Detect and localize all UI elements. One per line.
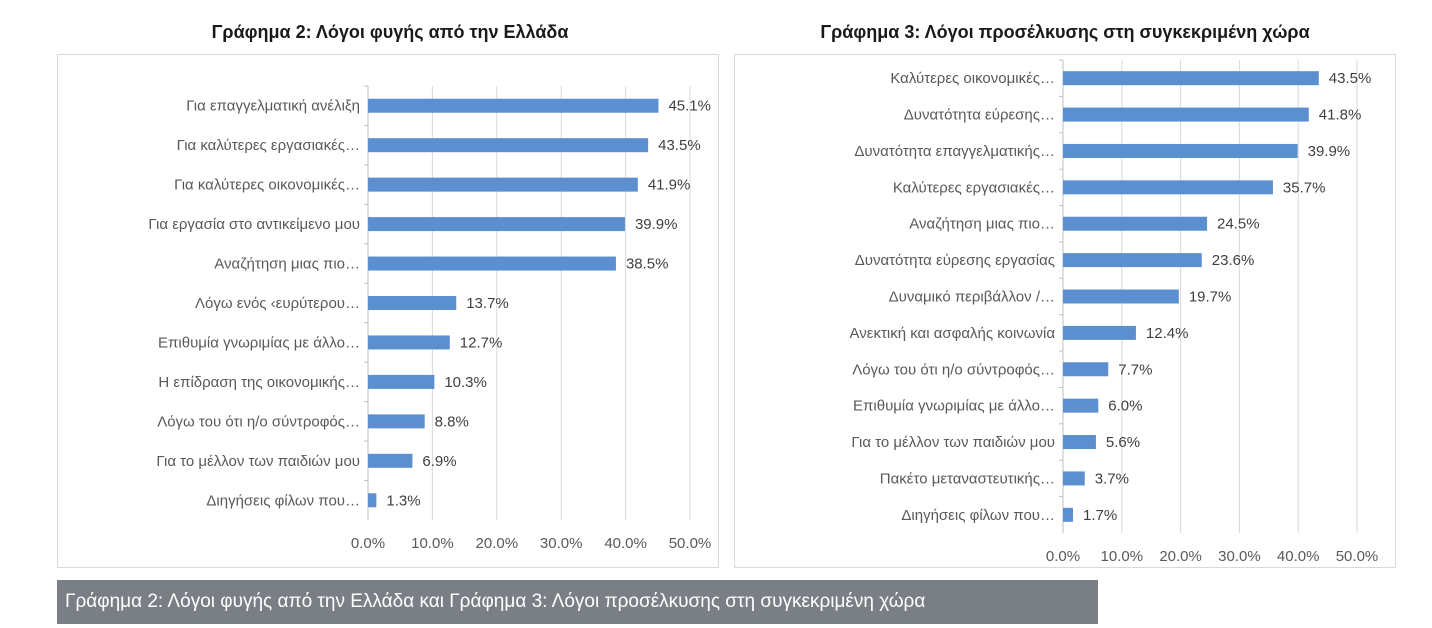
chart-2-bar [368,453,413,468]
chart-3-value-label: 7.7% [1118,361,1152,378]
chart-3-bar [1063,325,1136,340]
chart-2-category-label: Η επίδραση της οικονομικής… [158,374,360,391]
chart-3-x-tick-label: 10.0% [1101,548,1144,565]
chart-3-category-label: Δυνατότητα επαγγελματικής… [854,143,1055,160]
chart-2-category-label: Αναζήτηση μιας πιο… [214,256,360,273]
chart-2-category-label: Για το μέλλον των παιδιών μου [156,453,360,470]
chart-3-bar [1063,362,1109,377]
chart-2-bar [368,98,659,113]
chart-2-category-label: Λόγω ενός ‹ευρύτερου… [195,295,360,312]
chart-3-bar [1063,435,1096,450]
chart-3-bar [1063,507,1073,522]
chart-3-category-label: Καλύτερες οικονομικές… [890,70,1055,87]
chart-3-value-label: 43.5% [1329,70,1372,87]
chart-2-category-label: Για καλύτερες εργασιακές… [177,137,360,154]
chart-2-bar [368,296,457,310]
chart-3-value-label: 19.7% [1189,289,1232,306]
chart-2-bar [368,335,450,350]
chart-3-value-label: 24.5% [1217,216,1260,233]
chart-3-bar [1063,471,1085,486]
chart-3-category-label: Δυνατότητα εύρεσης εργασίας [855,252,1055,269]
chart-3-bar [1063,216,1208,231]
chart-2-value-label: 1.3% [386,492,420,509]
chart-2-bar [368,138,649,153]
chart-2-bar [368,177,638,192]
chart-2-bar [368,217,625,232]
chart-2-bar [368,256,616,271]
chart-3-x-tick-label: 40.0% [1277,548,1320,565]
chart-2-value-label: 10.3% [444,374,487,391]
chart-3-category-label: Δυναμικό περιβάλλον /… [889,289,1055,306]
chart-2-category-label: Για εργασία στο αντικείμενο μου [148,216,360,233]
chart-2-x-tick-label: 0.0% [351,535,385,552]
figure-caption: Γράφημα 2: Λόγοι φυγής από την Ελλάδα κα… [57,580,1098,624]
chart-3-value-label: 35.7% [1283,179,1326,196]
chart-3-category-label: Επιθυμία γνωριμίας με άλλο… [853,398,1055,415]
chart-2-value-label: 38.5% [626,256,669,273]
chart-3-bar [1063,71,1319,86]
chart-3-category-label: Δυνατότητα εύρεσης… [904,107,1055,124]
chart-3-bar [1063,289,1179,304]
chart-2-bar [368,414,425,429]
chart-2-frame: 0.0% 10.0% 20.0% 30.0% 40.0% 50.0% Για επαγγελ… [57,54,719,568]
chart-2-value-label: 43.5% [658,137,701,154]
chart-2-x-tick-label: 10.0% [411,535,454,552]
chart-3-category-label: Ανεκτική και ασφαλής κοινωνία [850,325,1056,342]
chart-3-value-label: 12.4% [1146,325,1189,342]
chart-3-category-label: Λόγω του ότι η/ο σύντροφός… [852,361,1055,378]
chart-3-category-label: Αναζήτηση μιας πιο… [909,216,1055,233]
chart-3-plot: 0.0% 10.0% 20.0% 30.0% 40.0% 50.0% Καλύτερες ο… [850,59,1379,565]
chart-2-value-label: 6.9% [422,453,456,470]
chart-2-value-label: 12.7% [460,334,503,351]
chart-2-value-label: 8.8% [435,413,469,430]
chart-2-plot: 0.0% 10.0% 20.0% 30.0% 40.0% 50.0% Για επαγγελ… [148,85,712,552]
chart-3-value-label: 1.7% [1083,507,1117,524]
chart-2-category-label: Επιθυμία γνωριμίας με άλλο… [158,334,360,351]
chart-2-title: Γράφημα 2: Λόγοι φυγής από την Ελλάδα [211,22,569,42]
chart-3-bar [1063,398,1099,413]
chart-3-value-label: 23.6% [1212,252,1255,269]
chart-2-value-label: 13.7% [466,295,509,312]
chart-3-value-label: 39.9% [1308,143,1351,160]
chart-3-bar [1063,180,1273,195]
chart-3-bar [1063,107,1309,122]
chart-3-x-tick-label: 0.0% [1046,548,1080,565]
chart-3-bar [1063,253,1202,268]
chart-2-value-label: 41.9% [648,177,691,194]
chart-2-x-tick-label: 20.0% [476,535,519,552]
chart-2-category-label: Για επαγγελματική ανέλιξη [186,98,360,115]
chart-2-bar [368,493,377,508]
chart-2-bar [368,374,435,389]
chart-2-category-label: Λόγω του ότι η/ο σύντροφός… [157,413,360,430]
chart-3-category-label: Πακέτο μεταναστευτικής… [880,470,1055,487]
chart-2-value-label: 45.1% [668,98,711,115]
chart-3-category-label: Για το μέλλον των παιδιών μου [851,434,1055,451]
chart-3-x-tick-label: 50.0% [1336,548,1379,565]
chart-3-frame: 0.0% 10.0% 20.0% 30.0% 40.0% 50.0% Καλύτερες ο… [734,54,1396,568]
chart-3-value-label: 3.7% [1095,470,1129,487]
chart-3-value-label: 41.8% [1319,107,1362,124]
chart-2-value-label: 39.9% [635,216,678,233]
chart-2-x-tick-label: 50.0% [669,535,712,552]
chart-3-bar [1063,143,1298,158]
chart-3-x-tick-label: 20.0% [1159,548,1202,565]
chart-2-category-label: Για καλύτερες οικονομικές… [174,177,360,194]
chart-2-x-tick-label: 40.0% [604,535,647,552]
chart-3-title: Γράφημα 3: Λόγοι προσέλκυσης στη συγκεκρ… [820,22,1310,42]
chart-3-x-tick-label: 30.0% [1218,548,1261,565]
chart-3-value-label: 5.6% [1106,434,1140,451]
chart-3-category-label: Διηγήσεις φίλων που… [901,507,1055,524]
chart-2-category-label: Διηγήσεις φίλων που… [206,492,360,509]
chart-2-x-tick-label: 30.0% [540,535,583,552]
chart-3-category-label: Καλύτερες εργασιακές… [893,179,1055,196]
chart-3-value-label: 6.0% [1108,398,1142,415]
